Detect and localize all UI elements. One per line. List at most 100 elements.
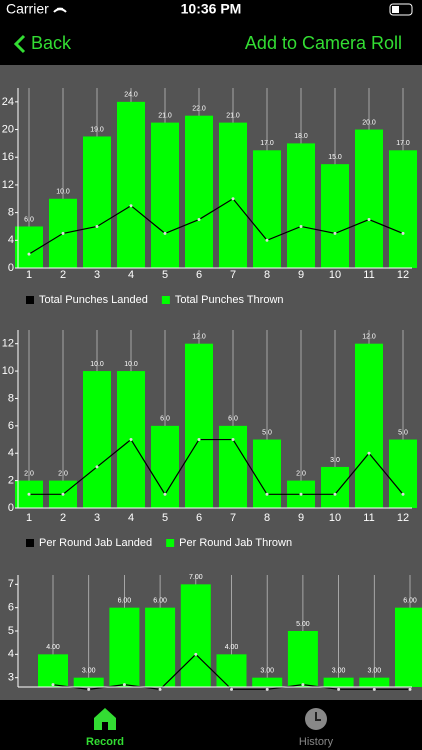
value-label: 17.0: [396, 140, 410, 147]
y-tick-label: 5: [8, 625, 14, 637]
bar: [145, 607, 176, 687]
line-point: [163, 231, 167, 235]
back-button[interactable]: Back: [31, 33, 72, 53]
back-chevron[interactable]: [13, 34, 26, 54]
y-tick-label: 4: [8, 447, 14, 459]
bar: [287, 631, 318, 687]
bar: [185, 115, 213, 268]
line-point: [129, 204, 133, 208]
battery-icon: [389, 3, 413, 16]
bar: [117, 101, 145, 268]
bar: [355, 343, 383, 508]
y-tick-label: 0: [8, 262, 14, 274]
value-label: 22.0: [192, 106, 206, 113]
bar: [321, 164, 349, 268]
x-tick-label: 11: [363, 269, 374, 281]
value-label: 5.0: [398, 429, 408, 436]
y-tick-label: 2: [8, 475, 14, 487]
header-background: [0, 0, 422, 65]
line-point: [299, 492, 303, 496]
value-label: 5.00: [296, 621, 310, 628]
value-label: 17.0: [260, 140, 274, 147]
value-label: 6.00: [403, 598, 417, 605]
x-tick-label: 3: [94, 512, 100, 524]
line-point: [231, 438, 235, 442]
record-icon[interactable]: [94, 708, 116, 730]
line-point: [197, 218, 201, 222]
x-tick-label: 12: [397, 269, 409, 281]
legend-swatch: [26, 296, 34, 304]
line-point: [27, 492, 31, 496]
x-tick-label: 7: [230, 512, 236, 524]
value-label: 4.00: [225, 644, 239, 651]
add-to-camera-roll[interactable]: Add to Camera Roll: [245, 33, 402, 53]
bar: [151, 122, 179, 268]
bar: [323, 677, 354, 687]
line-point: [333, 492, 337, 496]
y-tick-label: 8: [8, 392, 14, 404]
line-point: [265, 238, 269, 242]
value-label: 2.0: [58, 470, 68, 477]
y-tick-label: 10: [2, 365, 14, 377]
record-tab[interactable]: Record: [86, 736, 124, 748]
legend-label: Total Punches Landed: [39, 294, 148, 306]
legend-swatch: [161, 296, 170, 304]
line-point: [265, 492, 269, 496]
line-point: [301, 683, 305, 687]
y-tick-label: 12: [2, 338, 14, 350]
line-point: [122, 683, 126, 687]
y-tick-label: 6: [8, 602, 14, 614]
line-point: [333, 231, 337, 235]
x-tick-label: 11: [363, 512, 374, 524]
value-label: 6.0: [160, 416, 170, 423]
x-tick-label: 1: [26, 269, 32, 281]
history-tab[interactable]: History: [299, 736, 334, 748]
bar: [185, 343, 213, 508]
y-tick-label: 16: [2, 151, 14, 163]
line-point: [230, 687, 233, 691]
legend-label: Total Punches Thrown: [175, 294, 284, 306]
x-tick-label: 6: [196, 269, 202, 281]
legend-swatch: [166, 539, 175, 547]
line-point: [367, 218, 371, 222]
x-tick-label: 6: [196, 512, 202, 524]
value-label: 6.00: [118, 598, 132, 605]
bar: [109, 607, 140, 687]
bar: [219, 122, 247, 268]
line-point: [367, 451, 371, 455]
y-tick-label: 6: [8, 420, 14, 432]
x-tick-label: 2: [60, 269, 66, 281]
bar: [321, 466, 349, 508]
line-point: [51, 683, 55, 687]
bar: [38, 654, 68, 687]
chart: 1 2 3 4 5 6 7 8 9 10 11 122.0 2.010.0 10.06.012.06.05…: [2, 330, 417, 549]
y-tick-label: 12: [2, 179, 14, 191]
line-point: [95, 465, 99, 469]
value-label: 20.0: [362, 119, 376, 126]
value-label: 5.0: [262, 429, 272, 436]
bar: [83, 371, 111, 508]
line-point: [299, 224, 303, 228]
line-point: [163, 492, 167, 496]
line-point: [197, 438, 201, 442]
line-point: [27, 252, 31, 256]
bar: [389, 150, 417, 268]
value-label: 2.0: [296, 470, 306, 477]
line-point: [194, 652, 198, 656]
line-point: [158, 687, 162, 691]
value-label: 21.0: [158, 112, 172, 119]
chart: 1 2 3 4 5 6 7 8 9 10 11 126.010.019.024.021.022.021…: [2, 88, 417, 306]
value-label: 21.0: [226, 112, 240, 119]
value-label: 6.0: [228, 416, 238, 423]
y-tick-label: 4: [8, 648, 14, 660]
bar: [359, 677, 390, 687]
tab-bar: [0, 700, 422, 750]
x-tick-label: 4: [128, 512, 134, 524]
chart: 4.00 3.00 6.00 6.00 7.00 4.00 3.00 5.00 3.00 3.00…: [8, 574, 422, 691]
clock: 10:36 PM: [181, 1, 242, 17]
bar: [253, 150, 281, 268]
y-tick-label: 0: [8, 502, 14, 514]
x-tick-label: 5: [162, 269, 168, 281]
value-label: 6.0: [24, 216, 34, 223]
x-tick-label: 4: [128, 269, 134, 281]
